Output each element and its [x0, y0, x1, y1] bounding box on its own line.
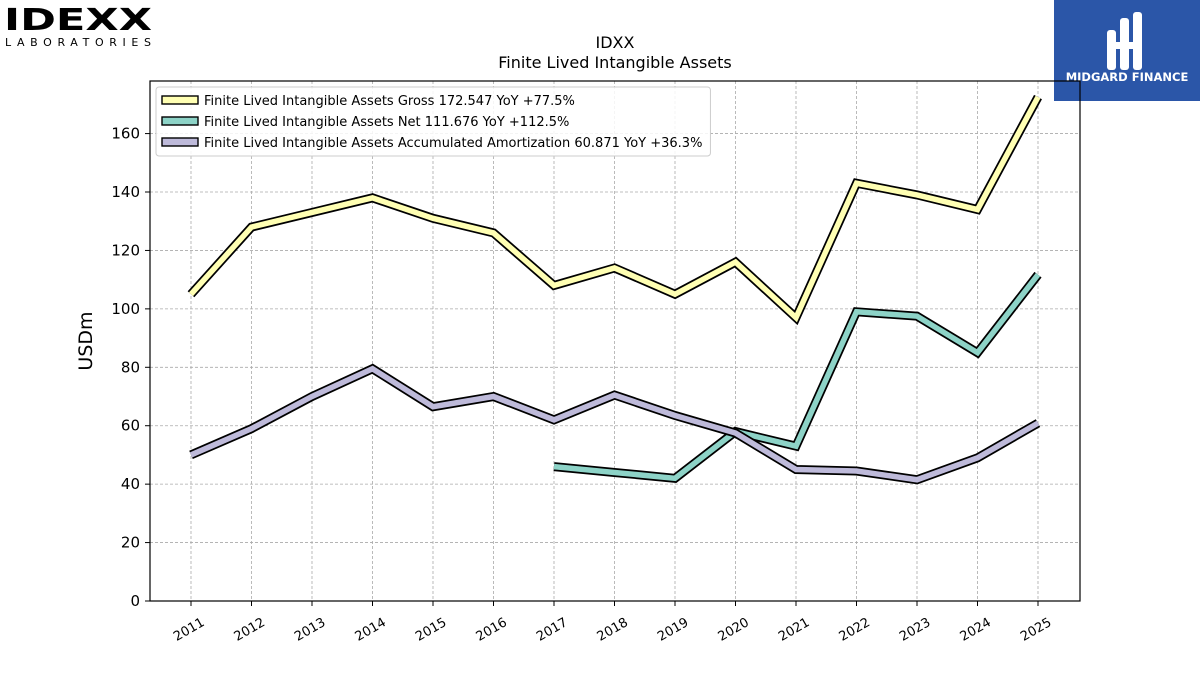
idexx-logo: IDEXX LABORATORIES [4, 4, 152, 49]
y-tick-label: 40 [121, 475, 140, 493]
series-line-gross [188, 95, 1041, 323]
y-tick-label: 60 [121, 417, 140, 435]
legend-label-gross: Finite Lived Intangible Assets Gross 172… [204, 94, 575, 109]
legend-swatch-gross [161, 95, 199, 105]
x-tick-label: 2012 [232, 615, 268, 645]
y-tick-label: 100 [111, 300, 140, 318]
y-tick-label: 140 [111, 183, 140, 201]
midgard-logo-text: MIDGARD FINANCE [1066, 70, 1189, 84]
plot-frame [149, 80, 1081, 602]
chart-title: IDXX [596, 33, 635, 52]
idexx-logo-main: IDEXX [4, 4, 152, 38]
x-tick-label: 2021 [776, 615, 812, 645]
legend-swatch-amortization [161, 137, 199, 147]
y-axis-label: USDm [75, 311, 97, 370]
x-tick-label: 2017 [534, 615, 570, 645]
x-tick-label: 2016 [474, 615, 510, 645]
legend-label-amortization: Finite Lived Intangible Assets Accumulat… [204, 136, 702, 151]
series-layer [187, 94, 1042, 485]
y-tick-label: 80 [121, 358, 140, 376]
series-line-net [553, 272, 1041, 482]
y-tick-label: 120 [111, 241, 140, 259]
x-tick-label: 2013 [292, 615, 328, 645]
midgard-finance-logo: MIDGARD FINANCE [1054, 0, 1200, 101]
x-tick-label: 2023 [897, 615, 933, 645]
x-tick-label: 2024 [958, 615, 994, 645]
x-tick-label: 2020 [716, 615, 752, 645]
x-tick-label: 2014 [353, 615, 389, 645]
x-tick-label: 2025 [1018, 615, 1054, 645]
x-tick-label: 2011 [171, 615, 207, 645]
y-tick-label: 0 [130, 592, 140, 610]
x-tick-label: 2015 [413, 615, 449, 645]
x-tick-label: 2018 [595, 615, 631, 645]
midgard-emblem-icon: MIDGARD FINANCE [1066, 12, 1189, 84]
legend-frame [155, 86, 711, 157]
grid-lines [150, 81, 1080, 602]
y-tick-label: 160 [111, 125, 140, 143]
legend-label-net: Finite Lived Intangible Assets Net 111.6… [204, 115, 569, 130]
x-tick-label: 2022 [837, 615, 873, 645]
legend: Finite Lived Intangible Assets Gross 172… [155, 86, 711, 157]
y-tick-label: 20 [121, 534, 140, 552]
legend-swatch-net [161, 116, 199, 126]
series-line-amortization [189, 365, 1040, 483]
chart-subtitle: Finite Lived Intangible Assets [498, 53, 731, 72]
x-axis: 2011 2012 2013 2014 2015 2016 2017 2018 2019 2020… [171, 601, 1054, 645]
x-tick-label: 2019 [655, 615, 691, 645]
y-axis: 0 20 40 60 80 100 120 140 160 [111, 125, 150, 610]
